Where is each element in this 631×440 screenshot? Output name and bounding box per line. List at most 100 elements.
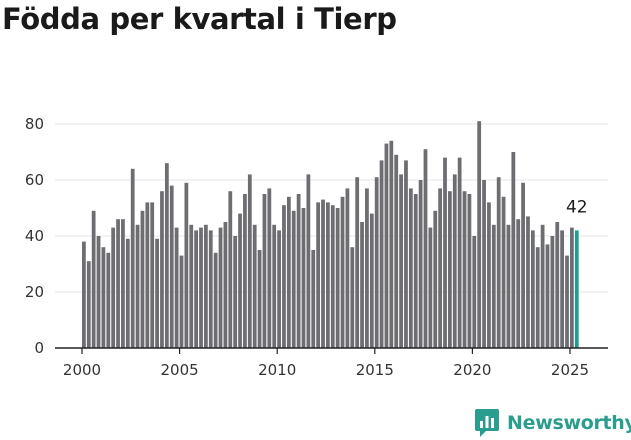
bar <box>82 241 86 348</box>
bar <box>428 227 433 348</box>
bar <box>311 250 316 348</box>
bar-highlight <box>574 230 579 348</box>
bar <box>491 224 496 348</box>
bar <box>365 188 369 348</box>
bar <box>369 213 374 348</box>
bar <box>272 224 277 348</box>
bar <box>189 224 194 348</box>
bar <box>233 236 238 348</box>
bar <box>296 194 301 348</box>
bar <box>545 244 550 348</box>
bar <box>194 230 199 348</box>
chart-title: Födda per kvartal i Tierp <box>2 2 397 36</box>
y-tick-label: 0 <box>34 339 44 357</box>
bar <box>243 194 247 348</box>
bar <box>374 177 379 348</box>
bar <box>340 196 345 348</box>
bar <box>530 230 535 348</box>
bar <box>306 174 311 348</box>
bar <box>184 182 189 348</box>
bar <box>350 247 355 348</box>
bar <box>145 202 150 348</box>
bar <box>301 208 306 348</box>
bar <box>413 194 418 348</box>
bar <box>291 210 296 348</box>
bar <box>199 227 203 348</box>
bar <box>247 174 252 348</box>
bar <box>238 213 242 348</box>
bar <box>457 157 462 348</box>
bar <box>130 168 135 348</box>
bar <box>101 247 106 348</box>
bar <box>174 227 179 348</box>
bar <box>521 182 525 348</box>
bar <box>570 227 574 348</box>
bar <box>472 236 477 348</box>
bar <box>462 191 467 348</box>
bar <box>135 224 140 348</box>
bar <box>116 219 120 348</box>
bar <box>477 121 482 348</box>
x-tick-label: 2020 <box>453 361 491 379</box>
bar <box>164 163 169 348</box>
bar <box>111 227 116 348</box>
y-tick-label: 20 <box>25 283 44 301</box>
bar <box>506 224 511 348</box>
bar <box>345 188 350 348</box>
newsworthy-logo[interactable]: Newsworthy <box>474 406 631 440</box>
x-tick-label: 2015 <box>356 361 394 379</box>
bar <box>511 152 516 348</box>
bar <box>565 255 569 348</box>
bar <box>516 219 521 348</box>
bar <box>106 252 111 348</box>
y-tick-label: 80 <box>25 115 44 133</box>
bar <box>228 191 233 348</box>
bar <box>379 160 384 348</box>
bar <box>404 160 408 348</box>
bar <box>560 230 565 348</box>
bar <box>408 188 413 348</box>
bar <box>257 250 262 348</box>
bar <box>355 177 360 348</box>
bar <box>252 224 257 348</box>
bar <box>179 255 184 348</box>
bar <box>487 202 491 348</box>
bar <box>399 174 403 348</box>
bar <box>169 185 174 348</box>
bar <box>555 222 560 348</box>
bar <box>418 180 423 348</box>
bar <box>452 174 457 348</box>
bar <box>262 194 267 348</box>
bar <box>140 210 145 348</box>
bar <box>316 202 321 348</box>
bar <box>223 222 228 348</box>
bar <box>267 188 272 348</box>
y-tick-label: 60 <box>25 171 44 189</box>
bar <box>535 247 540 348</box>
bar <box>218 227 223 348</box>
bar <box>282 205 286 348</box>
y-tick-label: 40 <box>25 227 44 245</box>
bar <box>540 224 545 348</box>
bar <box>467 194 472 348</box>
bar <box>384 143 389 348</box>
bar <box>394 154 399 348</box>
bar <box>286 196 291 348</box>
x-tick-label: 2010 <box>258 361 296 379</box>
bar <box>277 230 281 348</box>
bars-group <box>82 121 579 348</box>
bar <box>121 219 125 348</box>
x-tick-label: 2005 <box>161 361 199 379</box>
bar <box>360 222 364 348</box>
bar <box>321 199 325 348</box>
bar <box>208 230 213 348</box>
bar <box>438 188 443 348</box>
tick-labels: 0 20 40 60 80 42 2000 2005 2010 2015 2020 2025 <box>25 115 589 379</box>
bar <box>96 236 101 348</box>
bar-chart: 0 20 40 60 80 42 2000 2005 2010 2015 2020 2025 <box>25 115 608 379</box>
axes <box>55 347 608 354</box>
bar <box>150 202 155 348</box>
bar <box>160 191 164 348</box>
bar <box>443 157 447 348</box>
bar <box>213 252 218 348</box>
